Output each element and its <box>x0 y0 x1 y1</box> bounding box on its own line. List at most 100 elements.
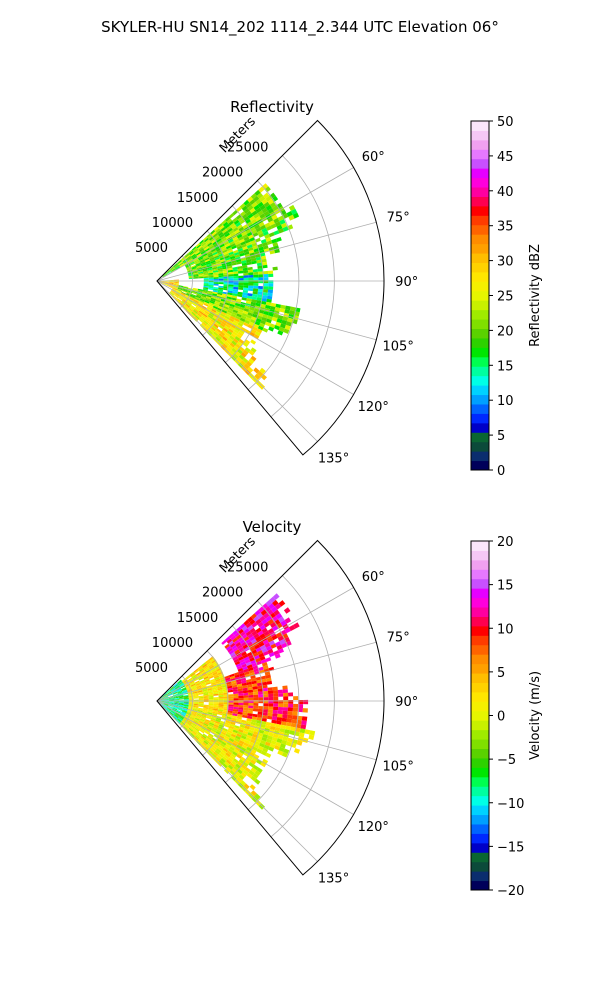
data-cell <box>233 282 239 285</box>
range-ring-10000 <box>202 650 229 756</box>
data-cell <box>239 749 245 755</box>
data-cell <box>216 754 223 760</box>
data-cell <box>204 730 210 735</box>
data-cell <box>274 745 280 751</box>
data-cell <box>198 318 204 323</box>
data-cell <box>218 339 225 345</box>
data-cell <box>208 694 214 697</box>
data-cell <box>202 313 208 318</box>
data-cell <box>166 691 172 695</box>
data-cell <box>198 666 204 671</box>
data-cell <box>267 217 274 223</box>
data-cell <box>194 727 200 732</box>
data-cell <box>206 296 212 300</box>
data-cell <box>172 706 178 710</box>
data-cell <box>163 703 169 707</box>
data-cell <box>233 765 239 772</box>
data-cell <box>216 684 222 687</box>
data-cell <box>204 259 210 263</box>
data-cell <box>173 683 178 687</box>
data-cell <box>164 699 169 701</box>
data-cell <box>233 704 239 708</box>
data-cell <box>251 296 258 300</box>
data-cell <box>164 281 169 283</box>
data-cell <box>168 282 174 284</box>
data-cell <box>229 675 236 680</box>
data-cell <box>217 239 223 245</box>
data-cell <box>163 698 169 700</box>
data-cell <box>225 636 231 642</box>
data-cell <box>242 224 249 230</box>
data-cell <box>179 263 185 268</box>
colorbar-tick-label: −5 <box>497 753 516 768</box>
data-cell <box>219 243 225 248</box>
data-cell <box>172 708 177 712</box>
data-cell <box>211 728 217 733</box>
data-cell <box>242 246 248 251</box>
data-cell <box>261 227 268 233</box>
data-cell <box>205 682 211 685</box>
data-cell <box>227 344 234 350</box>
data-cell <box>204 247 210 252</box>
data-cell <box>168 702 174 705</box>
data-cell <box>230 721 236 726</box>
data-cell <box>224 643 230 649</box>
data-cell <box>221 309 228 314</box>
data-cell <box>162 705 167 709</box>
range-ring-15000 <box>225 205 264 363</box>
data-cell <box>169 702 174 704</box>
data-cell <box>277 330 284 336</box>
data-cell <box>193 696 199 698</box>
data-cell <box>258 277 264 281</box>
data-cell <box>206 660 212 666</box>
data-cell <box>197 292 203 295</box>
reflectivity-title: Reflectivity <box>230 98 314 116</box>
data-cell <box>181 688 187 692</box>
data-cell <box>164 282 169 284</box>
data-cell <box>264 606 271 613</box>
data-cell <box>236 214 242 220</box>
data-cell <box>179 722 185 727</box>
data-cell <box>260 319 266 325</box>
data-cell <box>177 708 183 711</box>
data-cell <box>298 732 305 738</box>
data-cell <box>174 713 180 717</box>
data-cell <box>254 644 261 650</box>
data-cell <box>214 720 221 725</box>
data-cell <box>166 708 171 713</box>
data-cell <box>162 694 167 697</box>
data-cell <box>232 269 238 272</box>
data-cell <box>285 321 292 327</box>
data-cell <box>205 297 211 301</box>
data-cell <box>224 722 231 726</box>
data-cell <box>175 265 180 270</box>
colorbar-swatch <box>471 139 489 150</box>
data-cell <box>220 733 226 738</box>
data-cell <box>260 374 267 381</box>
data-cell <box>211 308 217 313</box>
data-cell <box>265 304 271 310</box>
data-cell <box>253 633 260 639</box>
colorbar-label: Reflectivity dBZ <box>528 244 543 347</box>
data-cell <box>177 288 183 291</box>
data-cell <box>267 198 274 205</box>
data-cell <box>241 680 247 684</box>
data-cell <box>203 245 209 250</box>
data-cell <box>254 189 261 196</box>
colorbar-tick-label: 25 <box>497 290 514 305</box>
data-cell <box>182 289 188 292</box>
data-cell <box>173 694 179 697</box>
data-cell <box>208 275 214 278</box>
data-cell <box>179 683 184 687</box>
data-cell <box>166 269 170 274</box>
data-cell <box>166 270 171 274</box>
data-cell <box>229 342 236 348</box>
data-cell <box>191 723 197 728</box>
data-cell <box>196 684 202 687</box>
data-cell <box>284 324 291 331</box>
data-cell <box>267 687 273 691</box>
colorbar-swatch <box>471 729 489 740</box>
colorbar-swatch <box>471 748 489 759</box>
data-cell <box>232 709 239 712</box>
